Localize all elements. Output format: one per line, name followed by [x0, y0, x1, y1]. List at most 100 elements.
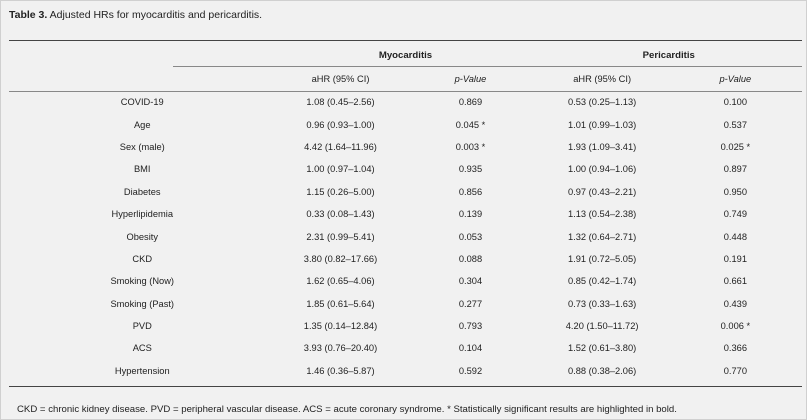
row-label-cell: Smoking (Past) — [110, 298, 175, 309]
table-footnote: CKD = chronic kidney disease. PVD = peri… — [17, 404, 677, 415]
group-header-rule — [173, 66, 802, 67]
myocarditis-ahr-cell: 0.33 (0.08–1.43) — [306, 209, 375, 220]
table-caption-text: Adjusted HRs for myocarditis and pericar… — [49, 9, 263, 21]
table-row: Diabetes 1.15 (0.26–5.00) 0.856 0.97 (0.43–… — [9, 181, 802, 203]
pericarditis-ahr-cell: 1.13 (0.54–2.38) — [568, 209, 637, 220]
table-row: ACS 3.93 (0.76–20.40) 0.104 1.52 (0.61–3.80… — [9, 337, 802, 359]
myocarditis-ahr-cell: 3.93 (0.76–20.40) — [303, 343, 378, 354]
empty-header-cell — [9, 45, 276, 66]
pericarditis-ahr-cell: 0.53 (0.25–1.13) — [568, 97, 637, 108]
myocarditis-pvalue-cell: 0.104 — [458, 343, 483, 354]
myocarditis-pvalue-cell: 0.053 — [458, 231, 483, 242]
pericarditis-pvalue-cell: 0.366 — [723, 343, 747, 354]
myocarditis-ahr-cell: 3.80 (0.82–17.66) — [303, 253, 378, 264]
myocarditis-ahr-cell: 2.31 (0.99–5.41) — [306, 231, 375, 242]
pericarditis-ahr-cell: 0.97 (0.43–2.21) — [568, 186, 637, 197]
myocarditis-ahr-cell: 1.85 (0.61–5.64) — [306, 298, 375, 309]
myocarditis-ahr-cell: 1.46 (0.36–5.87) — [306, 365, 375, 376]
pericarditis-pvalue-cell: 0.950 — [723, 186, 747, 197]
pericarditis-pvalue-cell: 0.439 — [723, 298, 747, 309]
myocarditis-ahr-cell: 1.62 (0.65–4.06) — [306, 276, 375, 287]
table-row: Hyperlipidemia 0.33 (0.08–1.43) 0.139 1.13 … — [9, 203, 802, 225]
pericarditis-pvalue-cell: 0.100 — [723, 97, 747, 108]
pericarditis-pvalue-cell: 0.770 — [723, 365, 747, 376]
pericarditis-ahr-header: aHR (95% CI) — [573, 73, 632, 84]
pericarditis-pvalue-cell: 0.448 — [723, 231, 747, 242]
myocarditis-pvalue-cell: 0.304 — [458, 276, 483, 287]
pericarditis-ahr-cell: 1.00 (0.94–1.06) — [568, 164, 637, 175]
table-row: Smoking (Now) 1.62 (0.65–4.06) 0.304 0.85 (… — [9, 270, 802, 292]
row-label-cell: Hyperlipidemia — [111, 209, 174, 220]
row-label-cell: Age — [133, 119, 151, 130]
myocarditis-pvalue-cell: 0.935 — [458, 164, 483, 175]
pericarditis-ahr-cell: 0.88 (0.38–2.06) — [568, 365, 637, 376]
table-row: PVD 1.35 (0.14–12.84) 0.793 4.20 (1.50–11.7… — [9, 315, 802, 337]
pericarditis-pvalue-header: p-Value — [669, 66, 802, 91]
myocarditis-ahr-cell: 1.08 (0.45–2.56) — [306, 97, 375, 108]
row-label-cell: PVD — [132, 321, 152, 332]
myocarditis-pvalue-cell: 0.869 — [458, 97, 483, 108]
myocarditis-ahr-header: aHR (95% CI) — [311, 73, 370, 84]
pericarditis-ahr-cell: 1.32 (0.64–2.71) — [568, 231, 637, 242]
myocarditis-group-header: Myocarditis — [378, 50, 433, 61]
pericarditis-pvalue-cell: 0.897 — [723, 164, 747, 175]
pericarditis-ahr-cell: 1.52 (0.61–3.80) — [568, 343, 637, 354]
pericarditis-pvalue-cell: 0.006 * — [720, 321, 751, 332]
myocarditis-pvalue-cell: 0.277 — [458, 298, 483, 309]
empty-header-cell — [9, 66, 276, 91]
pericarditis-ahr-cell: 1.93 (1.09–3.41) — [568, 141, 637, 152]
pericarditis-ahr-cell: 1.01 (0.99–1.03) — [568, 119, 637, 130]
pericarditis-pvalue-cell: 0.537 — [723, 119, 747, 130]
table-row: Smoking (Past) 1.85 (0.61–5.64) 0.277 0.73 … — [9, 293, 802, 315]
myocarditis-pvalue-cell: 0.045 * — [455, 119, 486, 130]
myocarditis-pvalue-cell: 0.592 — [458, 365, 483, 376]
row-label-cell: Diabetes — [123, 186, 161, 197]
table-row: BMI 1.00 (0.97–1.04) 0.935 1.00 (0.94–1.06)… — [9, 158, 802, 180]
top-rule — [9, 40, 802, 41]
myocarditis-pvalue-cell: 0.139 — [458, 209, 483, 220]
table-caption: Table 3. Adjusted HRs for myocarditis an… — [9, 9, 262, 21]
row-label-cell: ACS — [132, 343, 152, 354]
table-caption-label: Table 3. — [9, 9, 48, 21]
pericarditis-ahr-cell: 0.85 (0.42–1.74) — [568, 276, 637, 287]
myocarditis-ahr-cell: 4.42 (1.64–11.96) — [304, 141, 377, 152]
row-label-cell: Obesity — [126, 231, 159, 242]
myocarditis-pvalue-cell: 0.856 — [458, 186, 483, 197]
row-label-cell: Sex (male) — [119, 141, 165, 152]
row-label-cell: BMI — [133, 164, 151, 175]
myocarditis-ahr-cell: 0.96 (0.93–1.00) — [306, 119, 375, 130]
table-row: Hypertension 1.46 (0.36–5.87) 0.592 0.88 (0… — [9, 360, 802, 382]
myocarditis-pvalue-cell: 0.003 * — [455, 141, 486, 152]
pericarditis-ahr-cell: 1.91 (0.72–5.05) — [568, 253, 637, 264]
pericarditis-ahr-cell: 4.20 (1.50–11.72) — [565, 321, 639, 332]
hazard-ratio-table: Myocarditis Pericarditis aHR (95% CI) p-… — [9, 45, 802, 382]
table-row: Sex (male) 4.42 (1.64–11.96) 0.003 * 1.93 (… — [9, 136, 802, 158]
pericarditis-group-header: Pericarditis — [642, 50, 695, 61]
myocarditis-pvalue-header: p-Value — [406, 66, 536, 91]
myocarditis-ahr-cell: 1.15 (0.26–5.00) — [306, 186, 375, 197]
pericarditis-ahr-cell: 0.73 (0.33–1.63) — [568, 298, 637, 309]
myocarditis-pvalue-cell: 0.793 — [458, 321, 483, 332]
group-header-row: Myocarditis Pericarditis — [9, 45, 802, 66]
table-row: CKD 3.80 (0.82–17.66) 0.088 1.91 (0.72–5.05… — [9, 248, 802, 270]
row-label-cell: Hypertension — [114, 365, 170, 376]
pericarditis-pvalue-cell: 0.661 — [723, 276, 747, 287]
myocarditis-pvalue-cell: 0.088 — [458, 253, 483, 264]
column-header-row: aHR (95% CI) p-Value aHR (95% CI) p-Valu… — [9, 66, 802, 91]
myocarditis-pvalue-header-text: p-Value — [454, 73, 487, 84]
pericarditis-pvalue-cell: 0.191 — [723, 253, 747, 264]
row-label-cell: Smoking (Now) — [110, 276, 175, 287]
pericarditis-pvalue-header-text: p-Value — [719, 73, 752, 84]
table-body: COVID-19 1.08 (0.45–2.56) 0.869 0.53 (0.25–… — [9, 91, 802, 382]
table-row: COVID-19 1.08 (0.45–2.56) 0.869 0.53 (0.25–… — [9, 91, 802, 113]
pericarditis-pvalue-cell: 0.749 — [723, 209, 747, 220]
myocarditis-ahr-cell: 1.35 (0.14–12.84) — [303, 321, 378, 332]
bottom-rule — [9, 386, 802, 387]
myocarditis-ahr-cell: 1.00 (0.97–1.04) — [306, 164, 375, 175]
table-row: Age 0.96 (0.93–1.00) 0.045 * 1.01 (0.99–1.0… — [9, 113, 802, 135]
header-bottom-rule — [9, 91, 802, 92]
row-label-cell: CKD — [132, 253, 153, 264]
table-row: Obesity 2.31 (0.99–5.41) 0.053 1.32 (0.64–2… — [9, 225, 802, 247]
row-label-cell: COVID-19 — [120, 97, 164, 108]
